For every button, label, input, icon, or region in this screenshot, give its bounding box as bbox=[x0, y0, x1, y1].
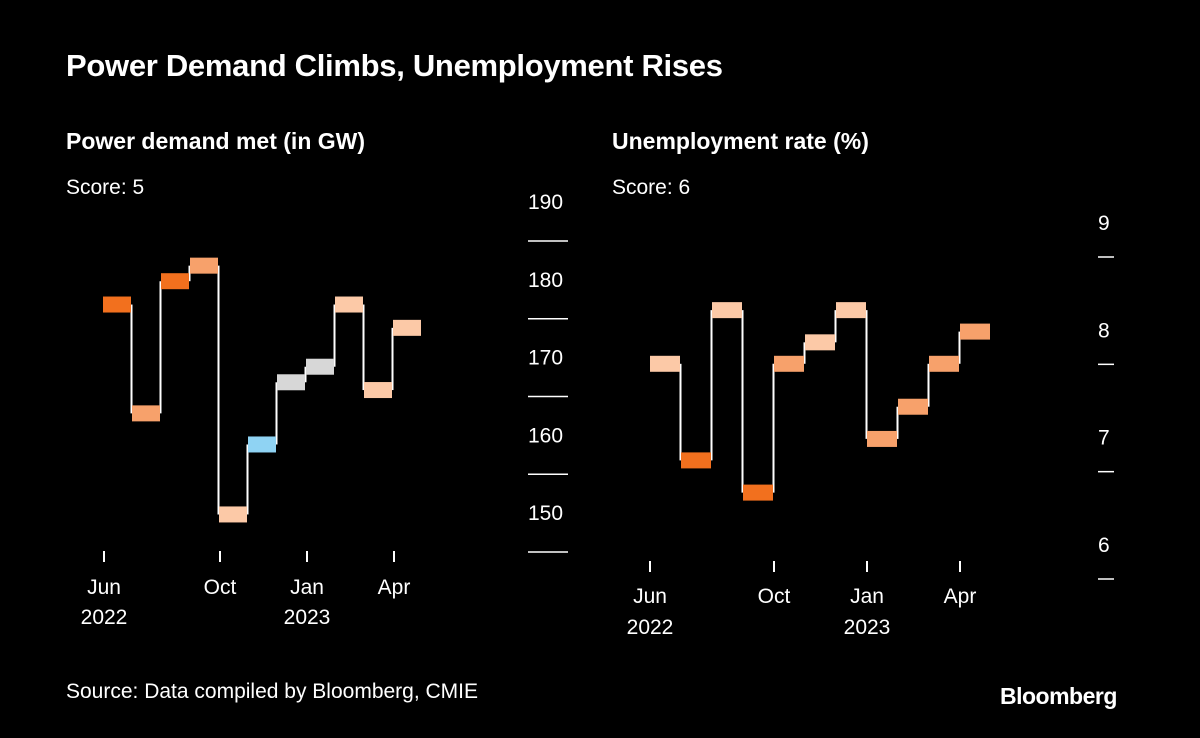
bloomberg-logo: Bloomberg bbox=[1000, 683, 1117, 709]
unemployment-y-tick-label: 6 bbox=[1098, 534, 1110, 557]
unemployment-x-tick-label: Jan bbox=[850, 585, 884, 608]
power-data-segment bbox=[161, 273, 189, 290]
unemployment-panel-title: Unemployment rate (%) bbox=[612, 128, 869, 154]
power-data-segment bbox=[190, 257, 218, 274]
power-data-segment bbox=[306, 358, 334, 375]
unemployment-data-segment bbox=[929, 355, 959, 372]
unemployment-data-segment bbox=[867, 430, 897, 447]
unemployment-data-segment bbox=[898, 398, 928, 415]
power-data-segment bbox=[248, 436, 276, 453]
unemployment-x-year-label: 2023 bbox=[844, 616, 891, 639]
unemployment-x-tick-label: Apr bbox=[944, 585, 977, 608]
unemployment-data-segment bbox=[650, 355, 680, 372]
unemployment-x-year-label: 2022 bbox=[627, 616, 674, 639]
power-y-tick-label: 160 bbox=[528, 424, 563, 447]
power-y-tick-label: 180 bbox=[528, 269, 563, 292]
unemployment-x-tick-label: Oct bbox=[758, 585, 791, 608]
unemployment-data-segment bbox=[774, 355, 804, 372]
power-data-segment bbox=[364, 382, 392, 399]
power-x-tick-label: Jan bbox=[290, 576, 324, 599]
unemployment-data-segment bbox=[805, 334, 835, 351]
unemployment-data-segment bbox=[960, 323, 990, 340]
power-x-year-label: 2023 bbox=[284, 606, 331, 629]
power-data-segment bbox=[103, 296, 131, 313]
power-x-year-label: 2022 bbox=[81, 606, 128, 629]
unemployment-data-segment bbox=[743, 484, 773, 501]
power-chart: 190 180 170 160 150 Jun 2022 Oct Jan 2023 Apr bbox=[81, 191, 568, 629]
power-score: Score: 5 bbox=[66, 176, 145, 199]
power-panel-title: Power demand met (in GW) bbox=[66, 128, 366, 154]
unemployment-data-segment bbox=[681, 452, 711, 469]
unemployment-y-tick-label: 9 bbox=[1098, 212, 1110, 235]
power-data-segment bbox=[219, 506, 247, 523]
source-note: Source: Data compiled by Bloomberg, CMIE bbox=[66, 680, 479, 703]
unemployment-y-tick-label: 7 bbox=[1098, 427, 1110, 450]
power-data-segment bbox=[335, 296, 363, 313]
power-x-tick-label: Oct bbox=[204, 576, 237, 599]
unemployment-score: Score: 6 bbox=[612, 176, 691, 199]
power-y-tick-label: 170 bbox=[528, 347, 563, 370]
unemployment-x-tick-label: Jun bbox=[633, 585, 667, 608]
unemployment-data-segment bbox=[836, 302, 866, 319]
unemployment-chart: 9 8 7 6 Jun 2022 Oct Jan 2023 Apr bbox=[627, 212, 1114, 639]
power-y-tick-label: 150 bbox=[528, 502, 563, 525]
chart-title: Power Demand Climbs, Unemployment Rises bbox=[66, 48, 723, 83]
power-data-segment bbox=[132, 405, 160, 422]
power-x-tick-label: Apr bbox=[378, 576, 411, 599]
power-y-tick-label: 190 bbox=[528, 191, 563, 214]
power-data-segment bbox=[277, 374, 305, 391]
unemployment-y-tick-label: 8 bbox=[1098, 319, 1110, 342]
unemployment-data-segment bbox=[712, 302, 742, 319]
power-x-tick-label: Jun bbox=[87, 576, 121, 599]
power-data-segment bbox=[393, 319, 421, 336]
